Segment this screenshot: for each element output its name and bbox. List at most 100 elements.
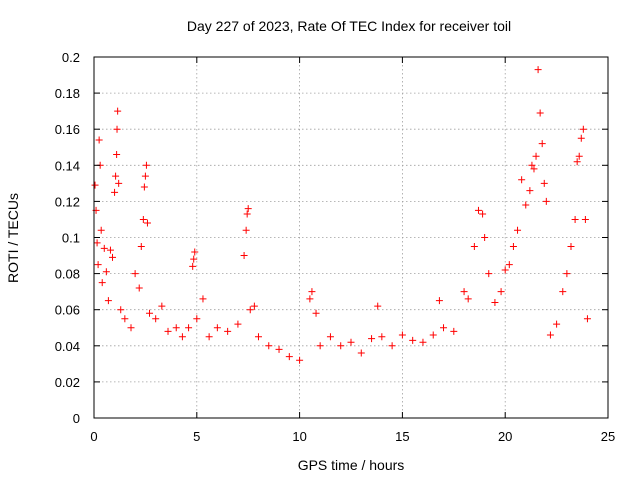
data-point xyxy=(573,158,581,166)
data-point xyxy=(559,288,567,296)
data-point xyxy=(140,183,148,191)
data-point xyxy=(164,327,172,335)
data-point xyxy=(491,298,499,306)
data-point xyxy=(242,226,250,234)
data-point xyxy=(528,161,536,169)
y-tick-label: 0.12 xyxy=(55,194,80,209)
x-tick-label: 20 xyxy=(498,429,512,444)
data-point xyxy=(316,342,324,350)
data-point xyxy=(199,295,207,303)
data-point xyxy=(536,109,544,117)
data-point xyxy=(191,248,199,256)
data-point xyxy=(429,331,437,339)
data-point xyxy=(532,152,540,160)
data-point xyxy=(121,315,129,323)
data-point xyxy=(563,270,571,278)
data-point xyxy=(337,342,345,350)
data-point xyxy=(115,179,123,187)
data-point xyxy=(538,140,546,148)
data-point xyxy=(579,125,587,133)
data-point xyxy=(127,324,135,332)
y-tick-label: 0 xyxy=(73,411,80,426)
data-point xyxy=(312,309,320,317)
data-point xyxy=(481,234,489,241)
data-point xyxy=(93,239,101,247)
y-tick-label: 0.02 xyxy=(55,375,80,390)
x-tick-label: 15 xyxy=(395,429,409,444)
data-point xyxy=(106,246,114,254)
data-point xyxy=(117,306,125,314)
x-tick-label: 25 xyxy=(601,429,615,444)
x-tick-label: 0 xyxy=(90,429,97,444)
data-point xyxy=(246,306,254,314)
x-tick-label: 5 xyxy=(193,429,200,444)
data-point xyxy=(285,353,293,361)
data-point xyxy=(522,201,530,209)
data-point xyxy=(530,165,538,173)
data-point xyxy=(139,215,147,223)
data-point xyxy=(326,333,334,341)
data-point xyxy=(497,288,505,296)
x-tick-label: 10 xyxy=(292,429,306,444)
data-point xyxy=(193,315,201,323)
data-point xyxy=(357,349,365,357)
y-tick-label: 0.18 xyxy=(55,86,80,101)
data-point xyxy=(265,342,273,350)
data-point xyxy=(474,206,482,214)
data-point xyxy=(190,255,198,263)
data-point xyxy=(94,261,102,269)
data-point xyxy=(91,181,99,189)
x-axis-label: GPS time / hours xyxy=(298,457,405,473)
data-point xyxy=(398,331,406,339)
data-point xyxy=(374,302,382,310)
data-point xyxy=(296,356,304,364)
data-point xyxy=(213,324,221,332)
data-point xyxy=(100,244,108,252)
grid-lines xyxy=(94,57,608,418)
data-point xyxy=(571,215,579,223)
data-point xyxy=(347,338,355,346)
y-tick-label: 0.2 xyxy=(62,50,80,65)
data-point xyxy=(450,327,458,335)
data-point xyxy=(460,288,468,296)
data-point xyxy=(583,315,591,323)
data-point xyxy=(526,187,534,195)
data-point xyxy=(553,320,561,328)
y-axis-label: ROTI / TECUs xyxy=(5,193,21,283)
data-point xyxy=(178,333,186,341)
data-point xyxy=(137,243,145,251)
data-point xyxy=(152,315,160,323)
data-point xyxy=(224,327,232,335)
data-point xyxy=(240,252,248,260)
chart-title: Day 227 of 2023, Rate Of TEC Index for r… xyxy=(187,18,511,34)
data-point xyxy=(97,226,105,234)
data-point xyxy=(388,342,396,350)
data-point xyxy=(581,215,589,223)
data-point xyxy=(146,309,154,317)
data-point xyxy=(172,324,180,332)
y-tick-label: 0.06 xyxy=(55,303,80,318)
data-point xyxy=(114,107,122,115)
data-point xyxy=(113,150,121,158)
data-point xyxy=(518,176,526,184)
y-tick-label: 0.1 xyxy=(62,231,80,246)
data-points xyxy=(91,66,591,364)
data-point xyxy=(485,270,493,278)
y-tick-label: 0.16 xyxy=(55,122,80,137)
data-point xyxy=(135,284,143,292)
data-point xyxy=(243,210,251,218)
data-point xyxy=(275,345,283,353)
data-point xyxy=(141,172,149,180)
data-point xyxy=(505,261,513,269)
data-point xyxy=(577,134,585,142)
data-point xyxy=(534,66,542,74)
x-tick-labels: 0 5 10 15 20 25 xyxy=(90,429,615,444)
data-point xyxy=(435,297,443,305)
data-point xyxy=(109,253,117,261)
data-point xyxy=(546,331,554,339)
data-point xyxy=(189,262,197,270)
data-point xyxy=(98,279,106,287)
data-point xyxy=(111,188,119,196)
data-point xyxy=(113,125,121,133)
data-point xyxy=(95,136,103,144)
